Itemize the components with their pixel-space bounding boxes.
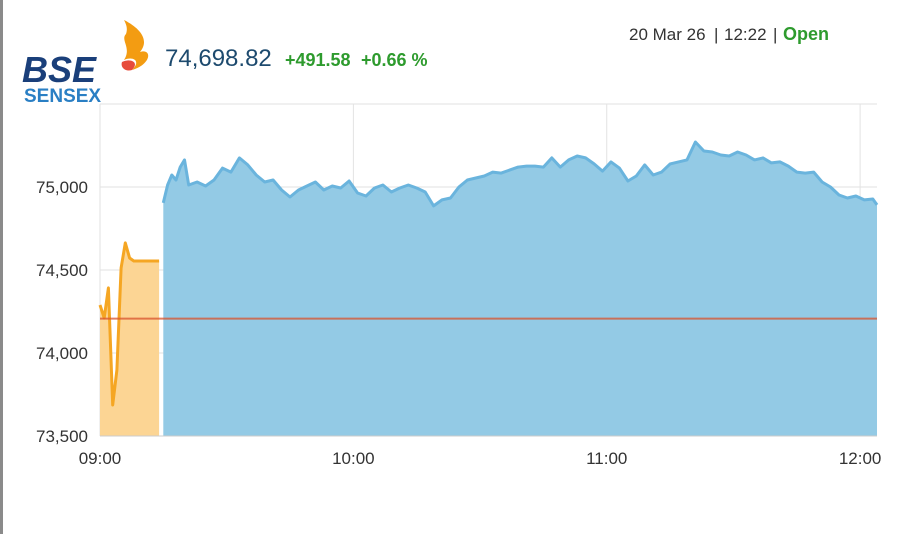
logo: BSE — [22, 49, 97, 90]
series-area — [163, 142, 878, 436]
y-tick-label: 75,000 — [36, 178, 88, 197]
index-value: 74,698.82 — [165, 45, 272, 72]
y-tick-label: 73,500 — [36, 427, 88, 446]
x-tick-label: 09:00 — [79, 449, 122, 468]
logo-flame-core — [121, 60, 135, 71]
logo-flame — [124, 20, 149, 70]
index-change: +491.58 — [285, 50, 351, 70]
market-status: Open — [783, 24, 829, 44]
separator: | — [714, 25, 718, 44]
index-name: SENSEX — [24, 86, 101, 107]
left-border — [0, 0, 3, 534]
x-tick-label: 10:00 — [332, 449, 375, 468]
plot-area: 73,500 74,000 74,500 75,000 09:00 10:00 11:00 1… — [36, 103, 882, 468]
time: 12:22 — [724, 25, 767, 44]
y-tick-label: 74,500 — [36, 261, 88, 280]
date: 20 Mar 26 — [629, 25, 706, 44]
x-tick-label: 12:00 — [839, 449, 882, 468]
y-tick-label: 74,000 — [36, 344, 88, 363]
series-line — [161, 140, 879, 208]
x-tick-label: 11:00 — [586, 449, 627, 468]
index-change-pct: +0.66 % — [361, 50, 428, 70]
separator: | — [773, 25, 777, 44]
